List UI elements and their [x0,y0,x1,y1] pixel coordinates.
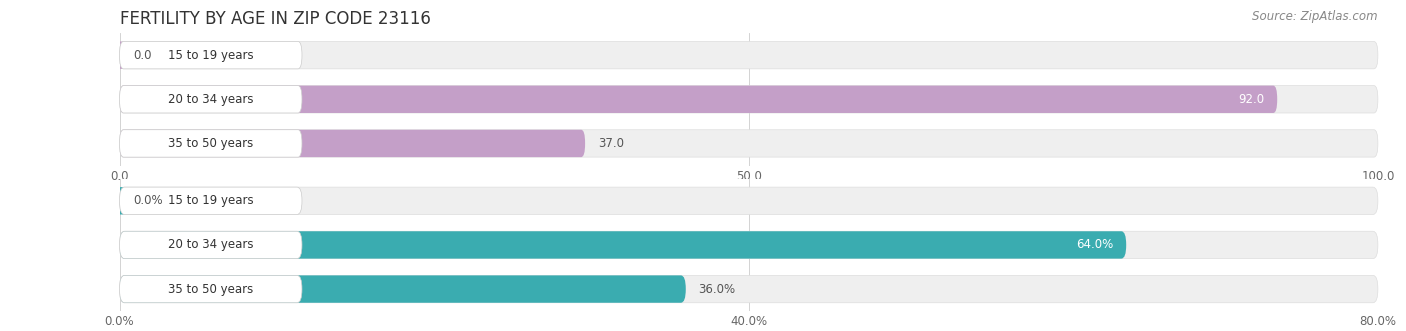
Text: 15 to 19 years: 15 to 19 years [167,49,253,62]
Text: 35 to 50 years: 35 to 50 years [169,137,253,150]
Text: 35 to 50 years: 35 to 50 years [169,283,253,296]
Text: 0.0: 0.0 [134,49,152,62]
FancyBboxPatch shape [117,41,124,69]
Text: 92.0: 92.0 [1239,93,1264,106]
FancyBboxPatch shape [120,231,1378,259]
Text: FERTILITY BY AGE IN ZIP CODE 23116: FERTILITY BY AGE IN ZIP CODE 23116 [120,10,430,28]
Text: 20 to 34 years: 20 to 34 years [167,93,253,106]
FancyBboxPatch shape [120,41,302,69]
Text: 64.0%: 64.0% [1077,238,1114,252]
Text: 0.0%: 0.0% [134,194,163,207]
Text: Source: ZipAtlas.com: Source: ZipAtlas.com [1253,10,1378,23]
FancyBboxPatch shape [120,187,302,214]
Text: 20 to 34 years: 20 to 34 years [167,238,253,252]
Text: 36.0%: 36.0% [699,283,735,296]
Text: 37.0: 37.0 [598,137,624,150]
FancyBboxPatch shape [120,41,1378,69]
FancyBboxPatch shape [120,231,302,259]
FancyBboxPatch shape [120,130,1378,157]
FancyBboxPatch shape [115,187,124,214]
Text: 15 to 19 years: 15 to 19 years [167,194,253,207]
FancyBboxPatch shape [120,86,1277,113]
FancyBboxPatch shape [120,130,585,157]
FancyBboxPatch shape [120,275,302,303]
FancyBboxPatch shape [120,86,302,113]
FancyBboxPatch shape [120,231,1126,259]
FancyBboxPatch shape [120,275,1378,303]
FancyBboxPatch shape [120,187,1378,214]
FancyBboxPatch shape [120,86,1378,113]
FancyBboxPatch shape [120,275,686,303]
FancyBboxPatch shape [120,130,302,157]
